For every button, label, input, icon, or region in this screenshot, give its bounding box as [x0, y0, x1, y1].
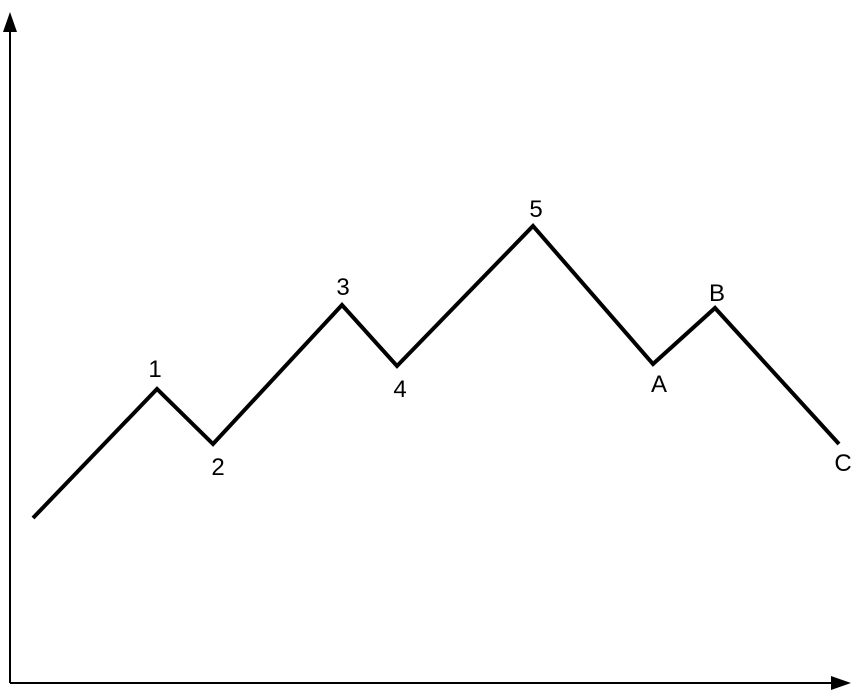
wave-line: [31, 223, 841, 520]
x-axis-arrow-icon: [831, 676, 851, 690]
y-axis-arrow-icon: [3, 12, 17, 32]
label-wave-3: 3: [336, 274, 349, 301]
wave-labels: 1 2 3 4 5 A B C: [148, 196, 851, 481]
label-wave-a: A: [651, 371, 667, 398]
label-wave-b: B: [709, 280, 725, 307]
label-wave-c: C: [834, 450, 851, 477]
label-wave-5: 5: [529, 196, 542, 223]
label-wave-2: 2: [211, 454, 224, 481]
label-wave-1: 1: [148, 356, 161, 383]
label-wave-4: 4: [393, 376, 406, 403]
